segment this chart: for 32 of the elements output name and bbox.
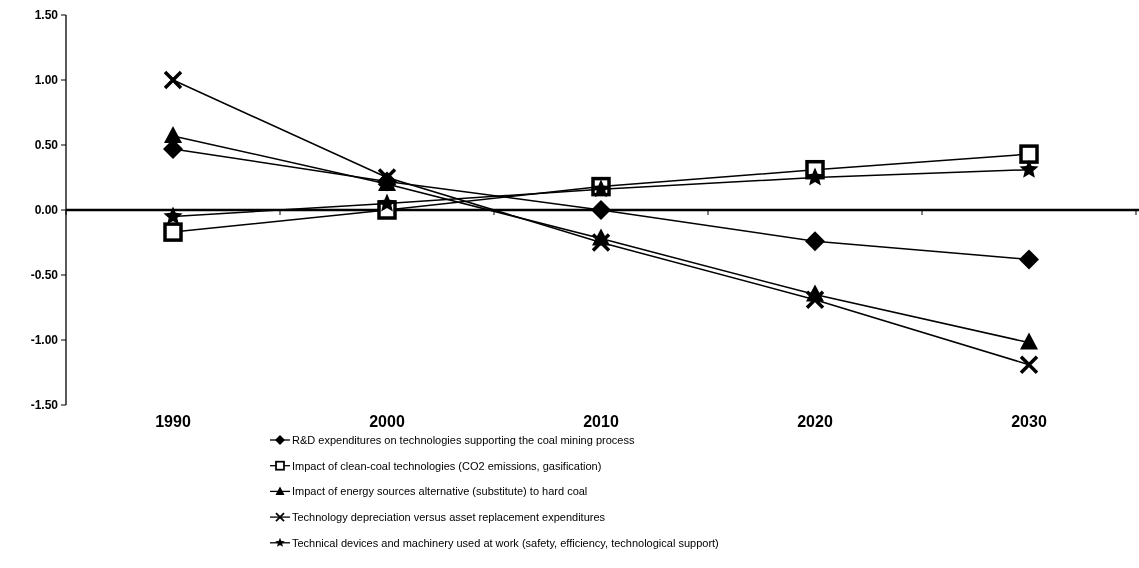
- point: [163, 206, 183, 225]
- y-tick-label: -1.50: [30, 398, 59, 413]
- x-tick-label: 1990: [155, 413, 191, 430]
- x-tick-label: 2020: [797, 413, 833, 430]
- point: [591, 232, 611, 253]
- point: [164, 125, 182, 143]
- point: [1019, 144, 1039, 164]
- x-tick-label: 2010: [583, 413, 619, 430]
- y-tick-label: 0.00: [34, 203, 59, 218]
- y-tick-label: 0.50: [34, 138, 59, 153]
- point: [1019, 159, 1039, 178]
- x-tick-label: 2000: [369, 413, 405, 430]
- point: [1019, 249, 1039, 270]
- point: [163, 70, 183, 90]
- y-tick-label: -1.00: [30, 333, 59, 348]
- y-tick-label: 1.50: [34, 8, 59, 23]
- point: [805, 289, 825, 310]
- point: [591, 200, 611, 220]
- legend-label: Technical devices and machinery used at work (safety, efficiency, technological support): [292, 536, 719, 549]
- y-tick-label: 1.00: [34, 73, 59, 88]
- legend-label: Impact of energy sources alternative (substitute) to hard coal: [292, 485, 588, 498]
- legend-label: R&D expenditures on technologies supporting the coal mining process: [292, 433, 635, 446]
- point: [805, 231, 825, 252]
- legend-label: Impact of clean-coal technologies (CO2 emissions, gasification): [292, 459, 602, 472]
- y-tick-label: -0.50: [30, 268, 59, 283]
- x-tick-label: 2030: [1011, 413, 1047, 430]
- legend-label: Technology depreciation versus asset replacement expenditures: [292, 510, 606, 523]
- point: [1020, 332, 1038, 350]
- point: [805, 167, 825, 186]
- point: [163, 222, 183, 242]
- point: [377, 193, 397, 212]
- point: [1019, 354, 1039, 375]
